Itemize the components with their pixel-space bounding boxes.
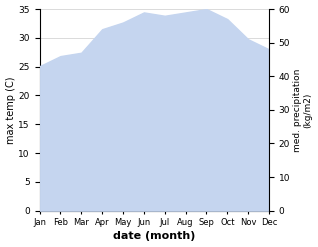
- Y-axis label: med. precipitation
(kg/m2): med. precipitation (kg/m2): [293, 68, 313, 152]
- X-axis label: date (month): date (month): [113, 231, 196, 242]
- Y-axis label: max temp (C): max temp (C): [5, 76, 16, 144]
